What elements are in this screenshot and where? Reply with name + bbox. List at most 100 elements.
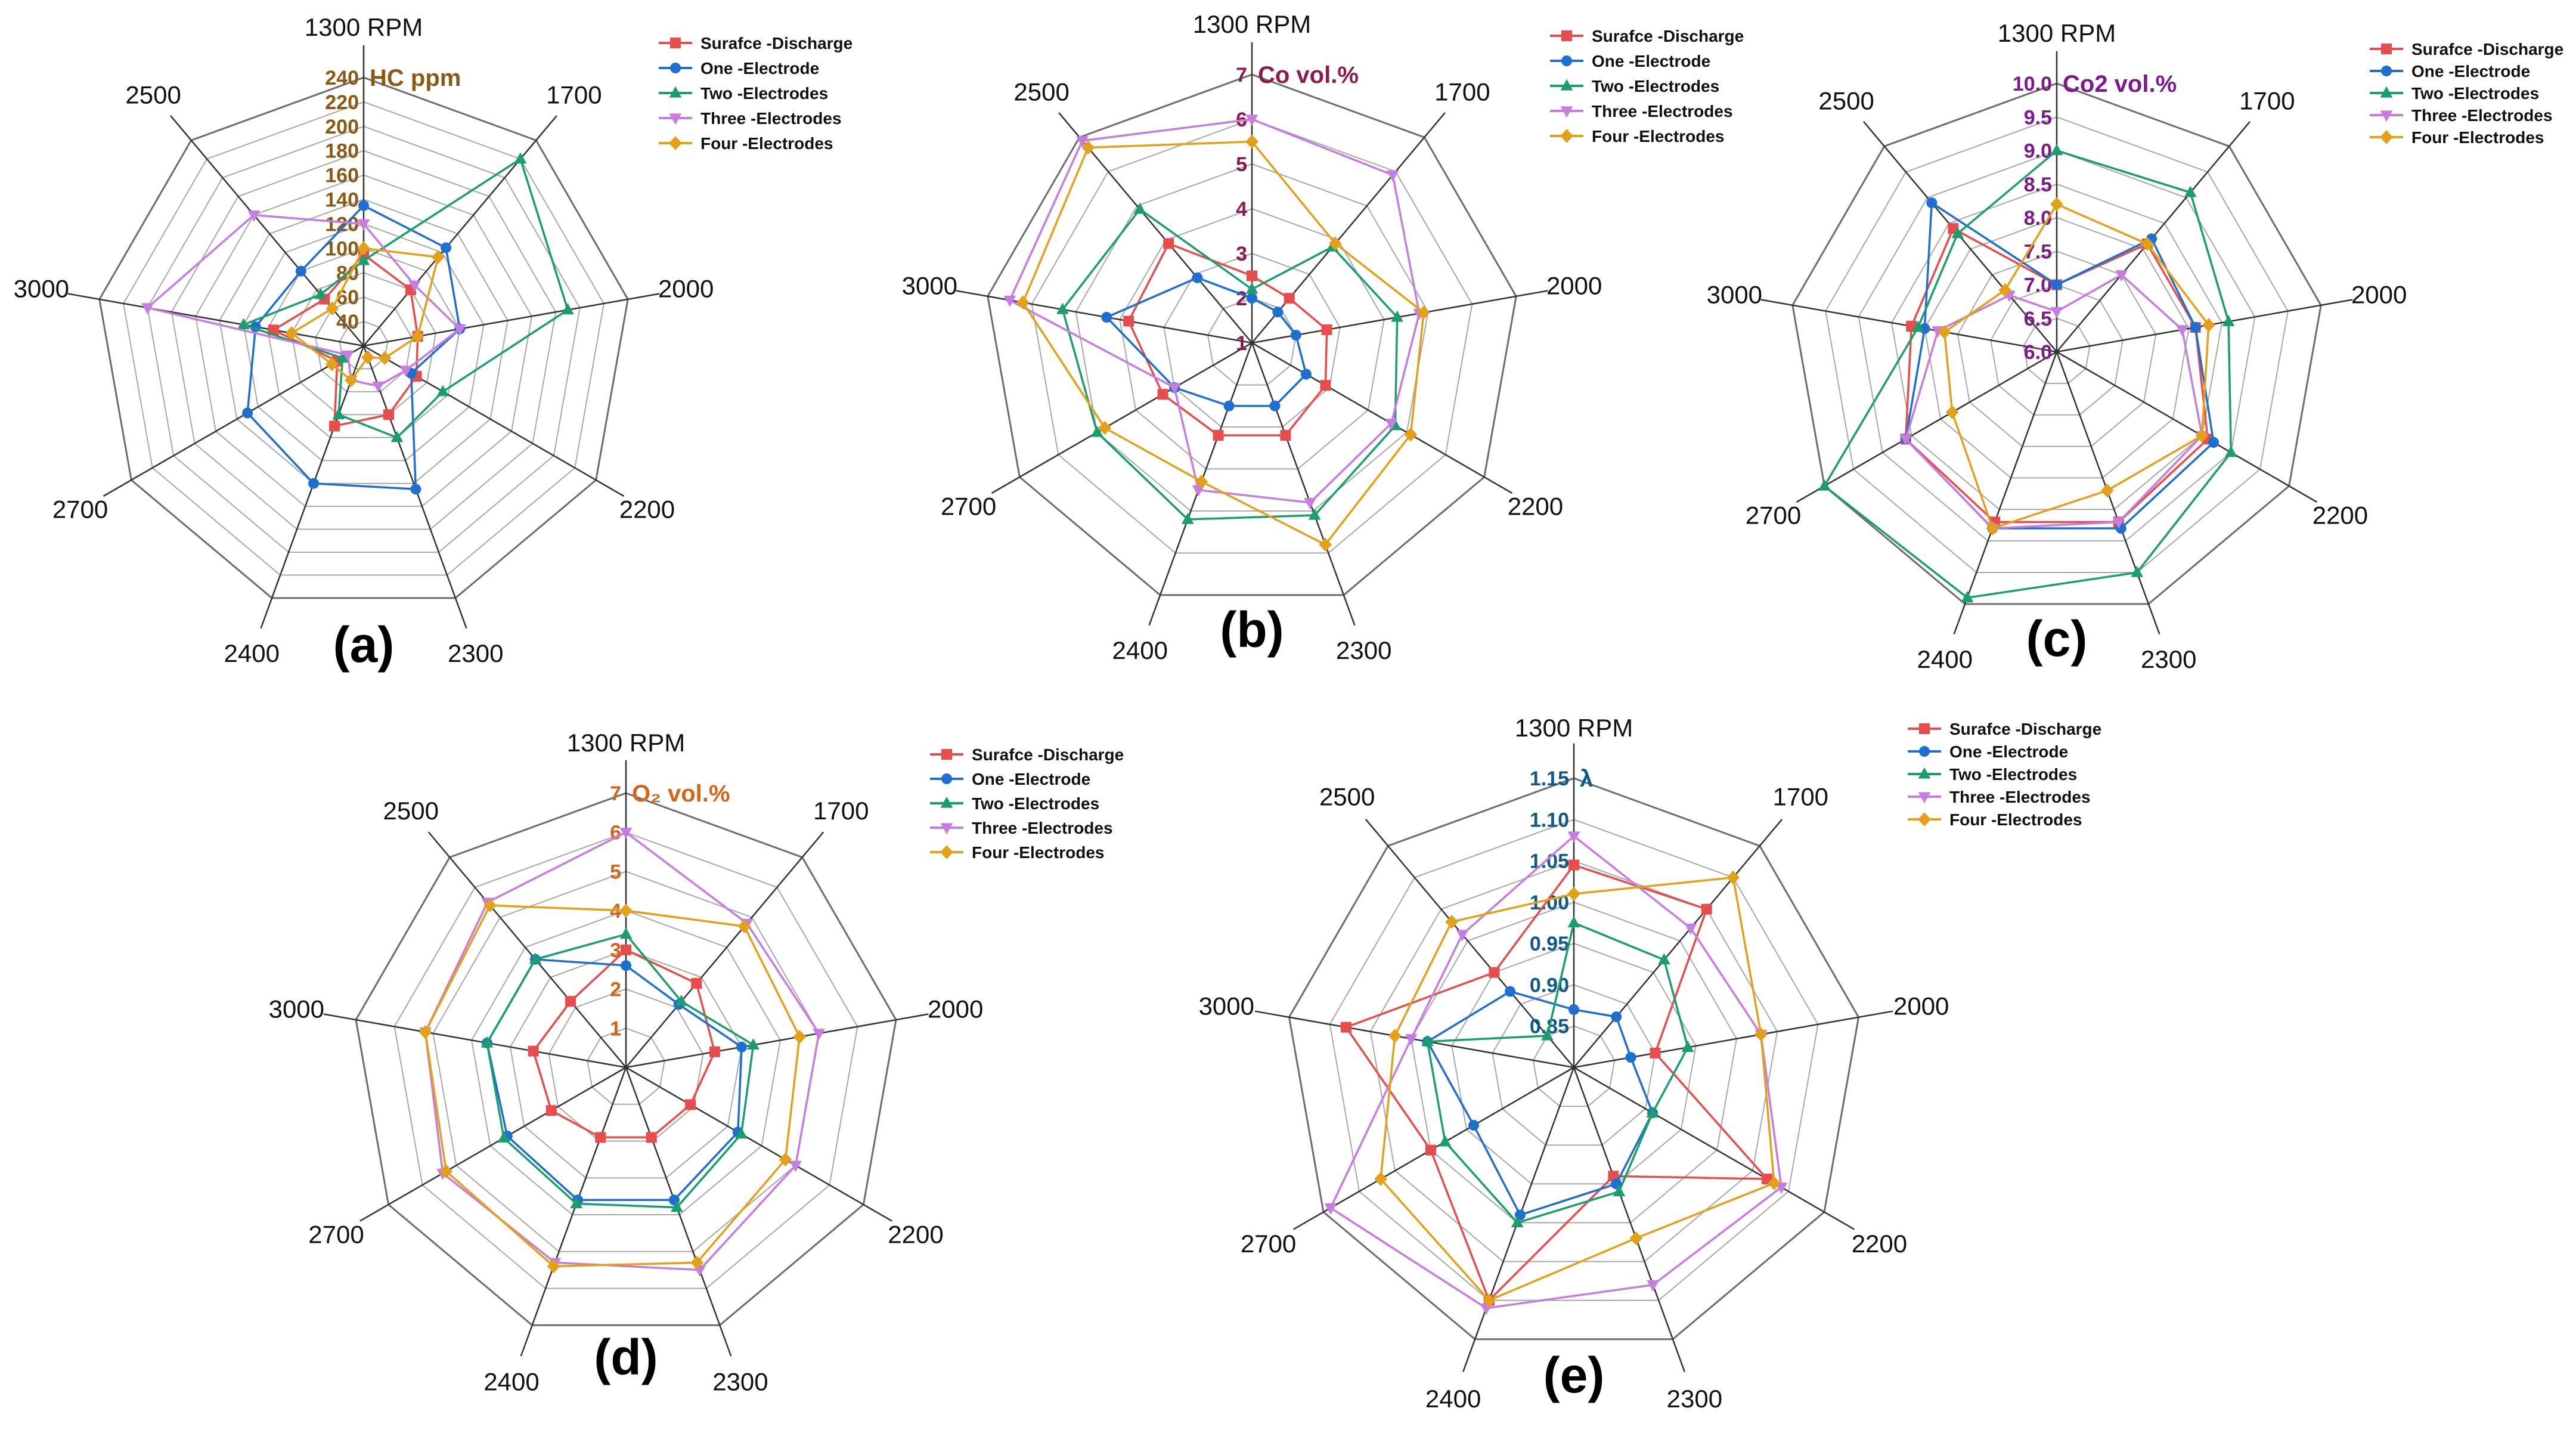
category-label: 3000 bbox=[902, 272, 957, 300]
data-point bbox=[1505, 986, 1516, 997]
grid-ring bbox=[471, 910, 781, 1215]
data-point bbox=[1076, 136, 1089, 148]
category-label: 2700 bbox=[1746, 502, 1801, 530]
data-point bbox=[1320, 380, 1331, 391]
grid-ring bbox=[1957, 250, 2157, 447]
data-point bbox=[483, 898, 497, 912]
legend-label: One -Electrode bbox=[972, 770, 1090, 788]
data-point bbox=[735, 1127, 748, 1139]
axis-spoke bbox=[323, 1013, 627, 1069]
category-label: 2000 bbox=[1546, 272, 1602, 300]
grid-ring bbox=[1329, 819, 1819, 1301]
series-5 bbox=[1374, 870, 1781, 1308]
data-point bbox=[1768, 1176, 1781, 1190]
grid-ring bbox=[1288, 777, 1860, 1341]
data-point bbox=[2208, 437, 2219, 448]
data-point bbox=[1329, 236, 1342, 251]
data-point bbox=[332, 408, 345, 419]
series-line bbox=[240, 157, 569, 439]
category-label: 2400 bbox=[1917, 645, 1973, 673]
data-point bbox=[619, 927, 633, 939]
category-label: 2700 bbox=[1241, 1230, 1296, 1258]
data-point bbox=[1308, 508, 1321, 520]
data-point bbox=[1568, 859, 1579, 871]
data-point bbox=[453, 324, 466, 336]
category-label: 2700 bbox=[941, 493, 996, 521]
data-point bbox=[1511, 1216, 1524, 1228]
legend-label: One -Electrode bbox=[1592, 52, 1710, 70]
data-point bbox=[2115, 270, 2128, 281]
data-point bbox=[1391, 310, 1404, 322]
category-label: 2700 bbox=[52, 496, 108, 524]
data-point bbox=[1489, 967, 1500, 978]
data-point bbox=[1101, 312, 1112, 323]
legend-label: Two -Electrodes bbox=[2411, 84, 2539, 103]
series-line bbox=[1127, 242, 1328, 437]
legend-marker bbox=[940, 845, 953, 859]
axis-spoke bbox=[625, 1013, 929, 1069]
series-1 bbox=[528, 944, 720, 1143]
grid-ring bbox=[1990, 284, 2124, 416]
data-point bbox=[675, 995, 688, 1006]
data-point bbox=[383, 409, 394, 420]
axis-spoke bbox=[359, 1066, 627, 1222]
series-5 bbox=[419, 898, 807, 1274]
tick-label: 180 bbox=[325, 140, 359, 163]
legend: Surafce -Discharge One -Electrode Two -Ele… bbox=[1550, 27, 1744, 146]
category-label: 2300 bbox=[1667, 1385, 1722, 1413]
data-point bbox=[410, 484, 421, 495]
category-label: 3000 bbox=[269, 995, 324, 1023]
grid-ring bbox=[194, 174, 533, 507]
series-1 bbox=[1340, 859, 1773, 1306]
category-label: 1700 bbox=[1773, 783, 1828, 811]
legend-label: Two -Electrodes bbox=[700, 84, 828, 103]
tick-label: 200 bbox=[325, 116, 359, 138]
panel-label: (b) bbox=[1220, 602, 1284, 658]
data-point bbox=[2176, 325, 2188, 337]
legend-marker bbox=[1561, 55, 1572, 66]
tick-label: 6.5 bbox=[2024, 308, 2052, 330]
grid-ring bbox=[1369, 860, 1778, 1262]
data-point bbox=[1754, 1027, 1768, 1042]
series-5 bbox=[1938, 197, 2215, 536]
data-point bbox=[1321, 324, 1332, 335]
data-point bbox=[1163, 238, 1174, 249]
series-line bbox=[1021, 140, 1425, 546]
category-label: 2500 bbox=[1013, 78, 1069, 106]
grid-ring bbox=[548, 988, 704, 1142]
series-line bbox=[271, 253, 419, 428]
tick-label: 240 bbox=[325, 67, 359, 89]
series-line bbox=[145, 213, 461, 388]
axis-spoke bbox=[1251, 342, 1513, 494]
data-point bbox=[2190, 321, 2201, 333]
data-point bbox=[361, 350, 374, 364]
data-point bbox=[1650, 1047, 1661, 1058]
grid-ring bbox=[243, 223, 485, 462]
tick-label: 220 bbox=[325, 91, 359, 114]
axis-spoke bbox=[67, 293, 364, 347]
data-point bbox=[2050, 307, 2063, 318]
data-point bbox=[529, 952, 542, 964]
data-point bbox=[671, 1200, 683, 1212]
data-point bbox=[1986, 521, 2000, 536]
data-point bbox=[1404, 428, 1418, 442]
data-point bbox=[247, 210, 261, 222]
data-point bbox=[1445, 915, 1458, 929]
tick-label: 0.90 bbox=[1530, 974, 1569, 996]
data-point bbox=[1272, 307, 1284, 318]
data-point bbox=[1056, 302, 1069, 314]
legend-label: Surafce -Discharge bbox=[1592, 27, 1744, 45]
grid-ring bbox=[266, 247, 461, 438]
axis-spoke bbox=[1953, 351, 2058, 635]
legend-label: Two -Electrodes bbox=[1949, 765, 2077, 784]
data-point bbox=[308, 478, 320, 489]
data-point bbox=[646, 1132, 657, 1143]
panel-label: (e) bbox=[1543, 1347, 1605, 1403]
series-line bbox=[1008, 118, 1421, 504]
legend-marker bbox=[940, 823, 953, 835]
category-label: 1300 RPM bbox=[567, 729, 685, 757]
tick-label: 2 bbox=[610, 979, 621, 1001]
data-point bbox=[565, 996, 576, 1007]
legend-label: One -Electrode bbox=[2411, 62, 2530, 81]
legend-marker bbox=[1918, 812, 1931, 827]
